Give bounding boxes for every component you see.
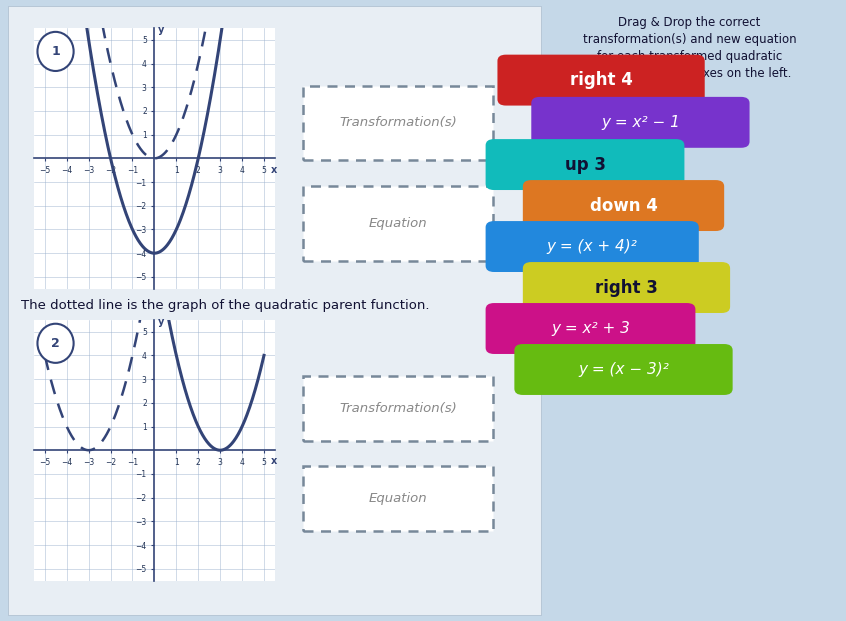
Circle shape <box>37 32 74 71</box>
Text: The dotted line is the graph of the quadratic parent function.: The dotted line is the graph of the quad… <box>21 299 430 312</box>
Text: x: x <box>271 165 277 175</box>
Text: y = x² + 3: y = x² + 3 <box>551 321 630 336</box>
FancyBboxPatch shape <box>523 262 730 313</box>
FancyBboxPatch shape <box>523 180 724 231</box>
FancyBboxPatch shape <box>303 466 493 531</box>
Text: y: y <box>157 25 164 35</box>
Text: y = (x + 4)²: y = (x + 4)² <box>547 239 638 254</box>
Text: up 3: up 3 <box>564 156 606 173</box>
FancyBboxPatch shape <box>486 303 695 354</box>
Text: 2: 2 <box>51 337 60 350</box>
FancyBboxPatch shape <box>303 186 493 261</box>
Text: right 3: right 3 <box>595 279 658 296</box>
Text: right 4: right 4 <box>569 71 633 89</box>
Text: y = (x − 3)²: y = (x − 3)² <box>578 362 669 377</box>
Text: Equation: Equation <box>369 217 427 230</box>
FancyBboxPatch shape <box>497 55 705 106</box>
Text: x: x <box>271 456 277 466</box>
FancyBboxPatch shape <box>303 86 493 160</box>
Text: Equation: Equation <box>369 492 427 505</box>
Text: Transformation(s): Transformation(s) <box>339 402 457 415</box>
FancyBboxPatch shape <box>303 376 493 441</box>
Text: Transformation(s): Transformation(s) <box>339 117 457 129</box>
Text: down 4: down 4 <box>590 197 657 214</box>
FancyBboxPatch shape <box>531 97 750 148</box>
FancyBboxPatch shape <box>486 221 699 272</box>
Text: 1: 1 <box>51 45 60 58</box>
FancyBboxPatch shape <box>8 6 541 615</box>
Text: y: y <box>157 317 164 327</box>
Text: y = x² − 1: y = x² − 1 <box>601 115 680 130</box>
FancyBboxPatch shape <box>514 344 733 395</box>
Circle shape <box>37 324 74 363</box>
FancyBboxPatch shape <box>486 139 684 190</box>
Text: Drag & Drop the correct
transformation(s) and new equation
for each transformed : Drag & Drop the correct transformation(s… <box>583 16 796 79</box>
